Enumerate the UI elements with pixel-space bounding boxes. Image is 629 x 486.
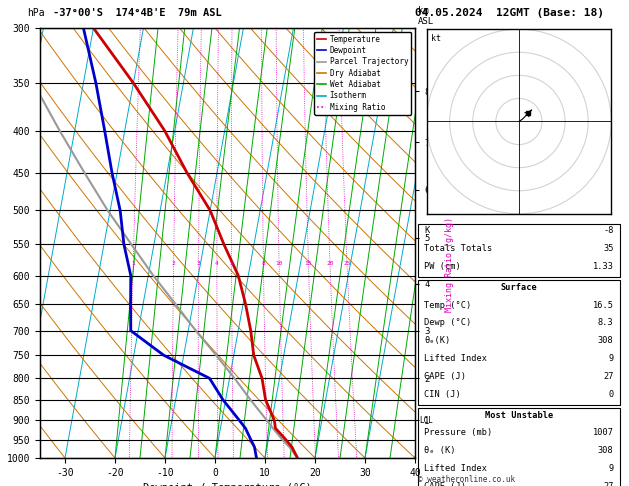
Text: Temp (°C): Temp (°C) bbox=[425, 301, 472, 310]
Text: 308: 308 bbox=[598, 336, 613, 345]
Text: 1: 1 bbox=[131, 261, 135, 266]
Text: CAPE (J): CAPE (J) bbox=[425, 482, 466, 486]
Text: 5: 5 bbox=[230, 261, 233, 266]
Text: θₑ (K): θₑ (K) bbox=[425, 446, 456, 455]
Y-axis label: hPa: hPa bbox=[0, 233, 1, 253]
Text: 9: 9 bbox=[608, 354, 613, 363]
Text: © weatheronline.co.uk: © weatheronline.co.uk bbox=[418, 474, 515, 484]
Text: 25: 25 bbox=[343, 261, 351, 266]
Text: 308: 308 bbox=[598, 446, 613, 455]
Text: 20: 20 bbox=[326, 261, 334, 266]
Text: PW (cm): PW (cm) bbox=[425, 262, 461, 271]
Text: CIN (J): CIN (J) bbox=[425, 390, 461, 399]
Text: LCL: LCL bbox=[419, 416, 433, 425]
Text: 8: 8 bbox=[262, 261, 265, 266]
Text: Dewp (°C): Dewp (°C) bbox=[425, 318, 472, 328]
Text: 1.33: 1.33 bbox=[593, 262, 613, 271]
Text: Surface: Surface bbox=[501, 283, 537, 292]
Text: -8: -8 bbox=[603, 226, 613, 235]
Text: Lifted Index: Lifted Index bbox=[425, 464, 487, 473]
Text: 4: 4 bbox=[215, 261, 219, 266]
Text: 0: 0 bbox=[608, 390, 613, 399]
Bar bbox=[418, 224, 620, 277]
Text: 35: 35 bbox=[603, 244, 613, 253]
Text: kt: kt bbox=[431, 34, 441, 43]
Text: 9: 9 bbox=[608, 464, 613, 473]
Bar bbox=[418, 408, 620, 486]
Text: 15: 15 bbox=[305, 261, 312, 266]
Text: 2: 2 bbox=[172, 261, 175, 266]
Text: Mixing Ratio (g/kg): Mixing Ratio (g/kg) bbox=[445, 217, 454, 312]
Text: km
ASL: km ASL bbox=[418, 6, 434, 26]
Text: Pressure (mb): Pressure (mb) bbox=[425, 429, 493, 437]
Text: 27: 27 bbox=[603, 372, 613, 381]
Text: 1007: 1007 bbox=[593, 429, 613, 437]
Text: CAPE (J): CAPE (J) bbox=[425, 372, 466, 381]
Text: hPa: hPa bbox=[28, 8, 45, 18]
Legend: Temperature, Dewpoint, Parcel Trajectory, Dry Adiabat, Wet Adiabat, Isotherm, Mi: Temperature, Dewpoint, Parcel Trajectory… bbox=[314, 32, 411, 115]
Text: Most Unstable: Most Unstable bbox=[485, 411, 553, 419]
Text: 27: 27 bbox=[603, 482, 613, 486]
Text: 8.3: 8.3 bbox=[598, 318, 613, 328]
Text: θₑ(K): θₑ(K) bbox=[425, 336, 450, 345]
Bar bbox=[418, 280, 620, 405]
Text: 3: 3 bbox=[197, 261, 201, 266]
Text: -37°00'S  174°4B'E  79m ASL: -37°00'S 174°4B'E 79m ASL bbox=[53, 8, 221, 18]
Text: Lifted Index: Lifted Index bbox=[425, 354, 487, 363]
Text: 04.05.2024  12GMT (Base: 18): 04.05.2024 12GMT (Base: 18) bbox=[415, 8, 604, 18]
Text: 16.5: 16.5 bbox=[593, 301, 613, 310]
X-axis label: Dewpoint / Temperature (°C): Dewpoint / Temperature (°C) bbox=[143, 483, 312, 486]
Text: Totals Totals: Totals Totals bbox=[425, 244, 493, 253]
Text: 10: 10 bbox=[276, 261, 283, 266]
Text: K: K bbox=[425, 226, 430, 235]
